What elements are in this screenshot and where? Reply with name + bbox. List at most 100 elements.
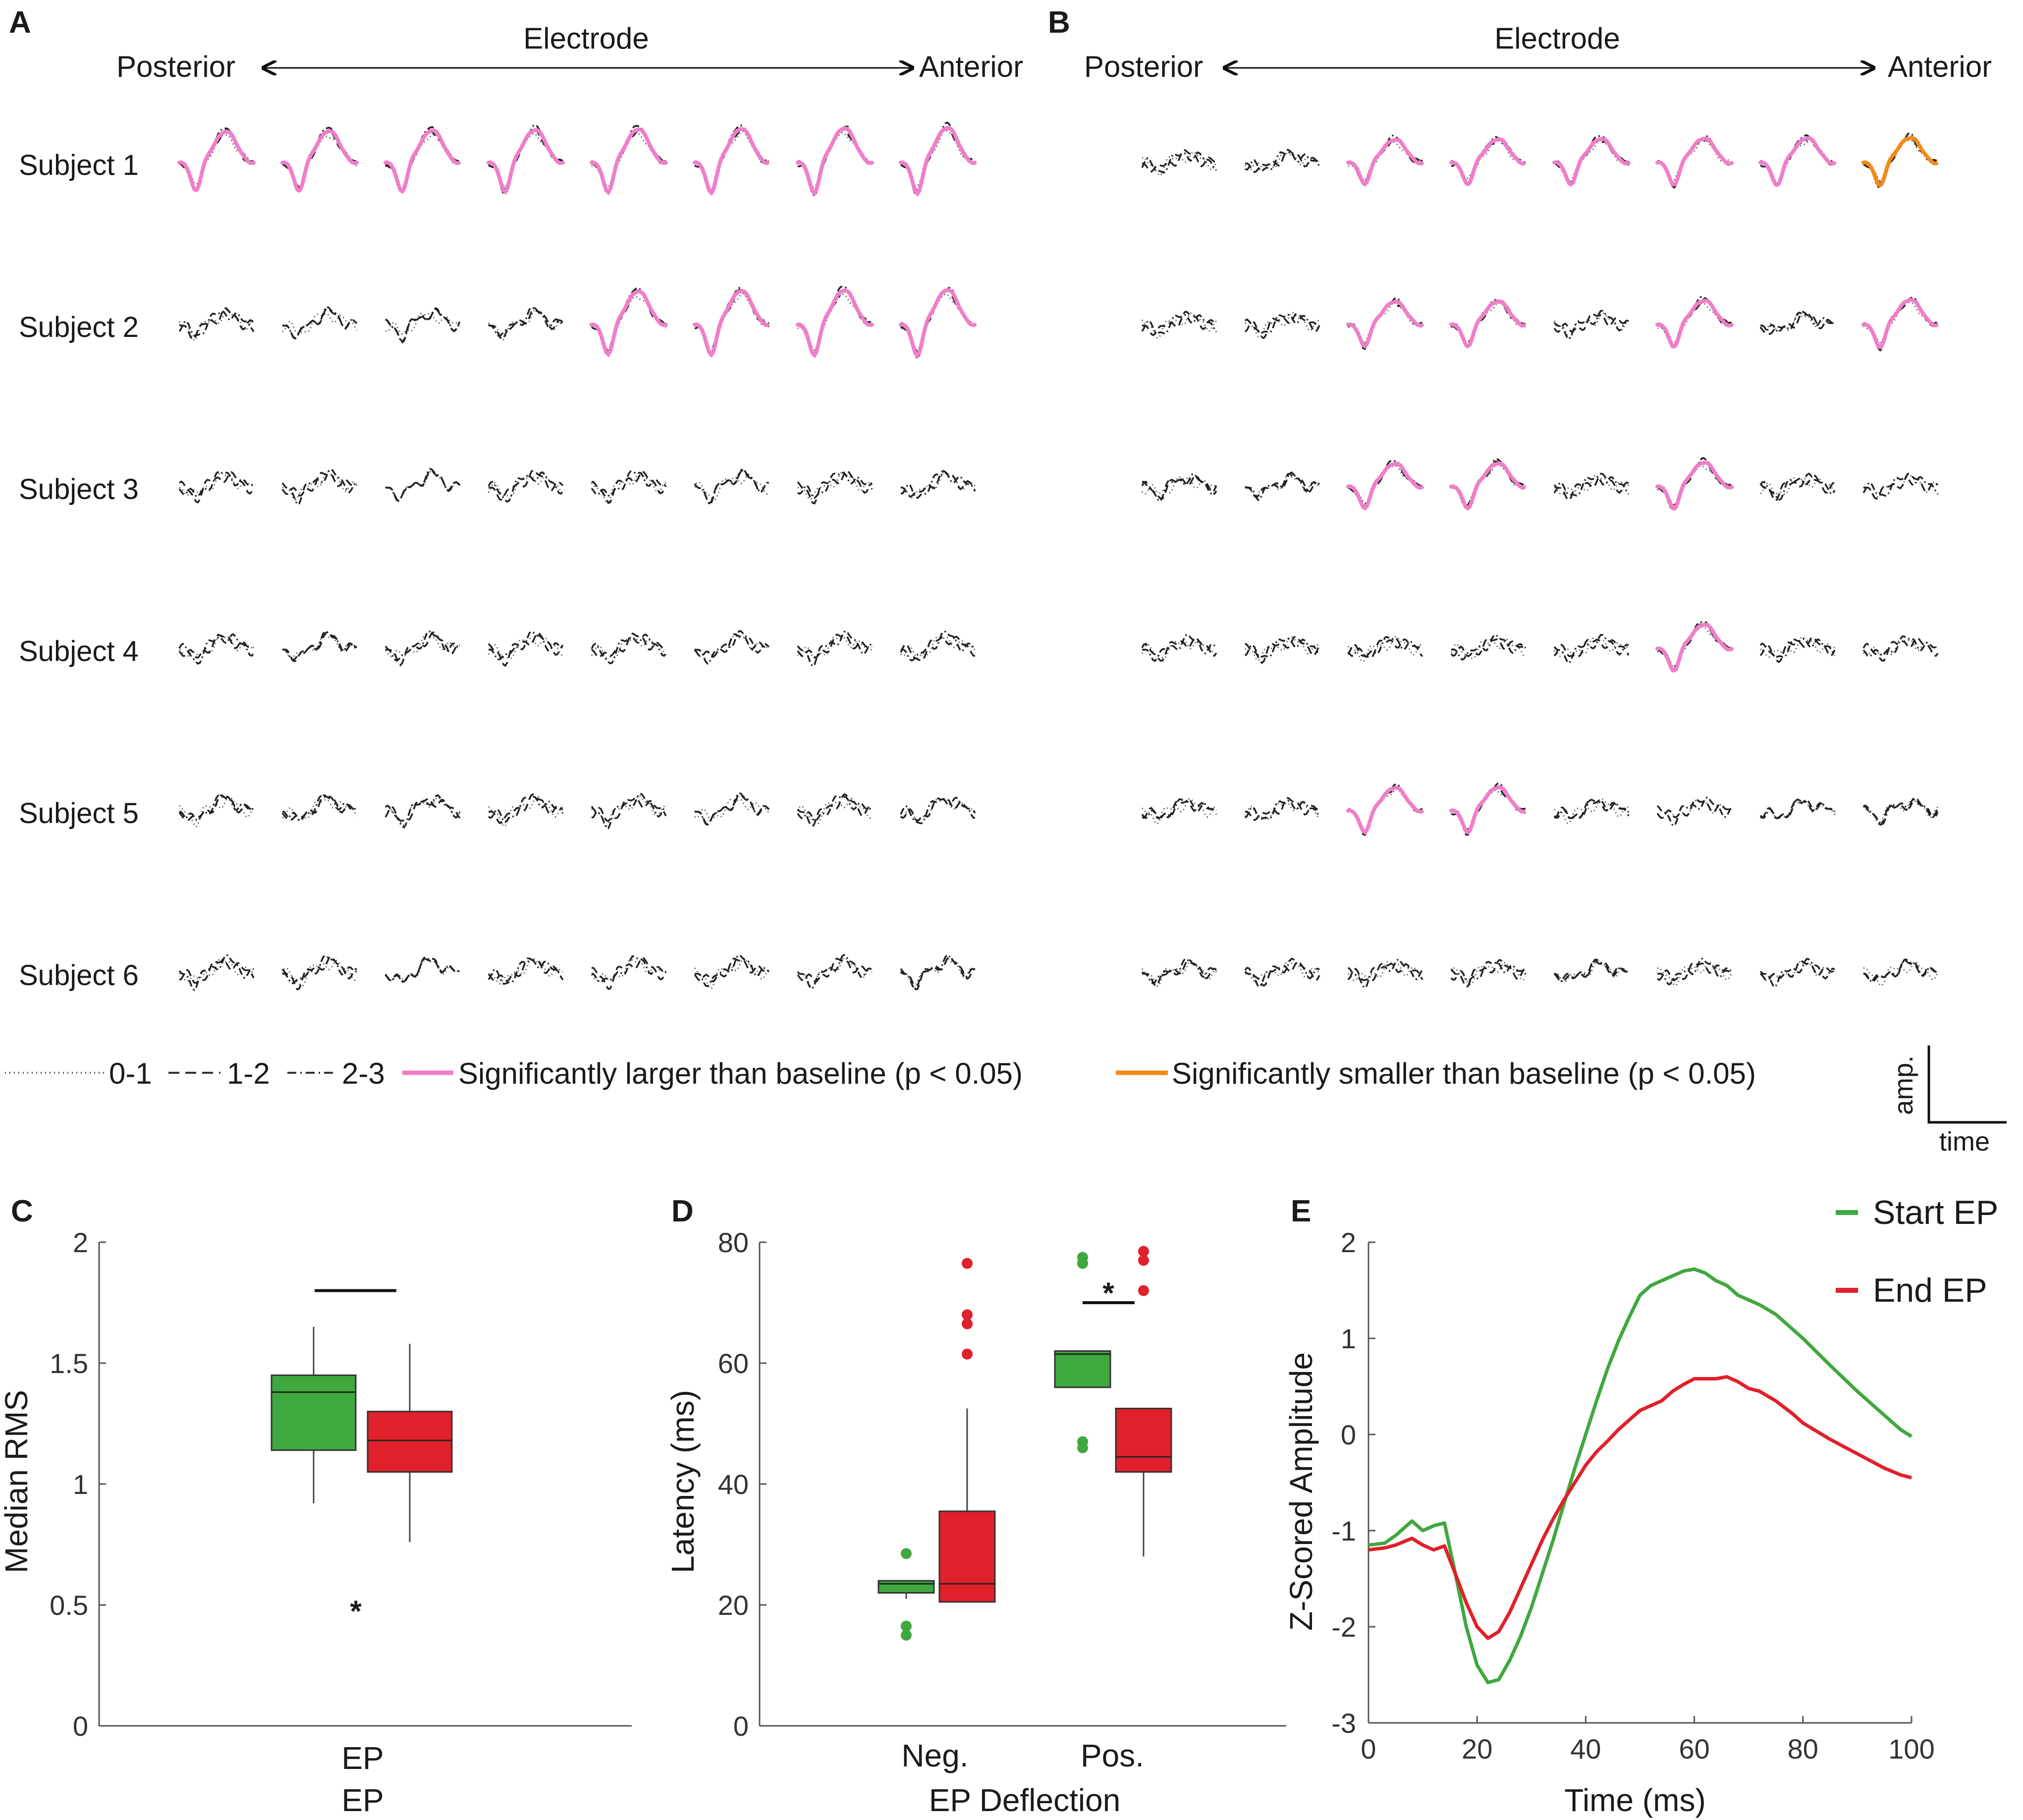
waveform-trace [1142,311,1217,336]
waveform-trace [385,307,461,344]
waveform-trace [1142,151,1217,176]
waveform-trace [1245,312,1320,339]
waveform-trace [1863,472,1939,500]
waveform-trace [1862,798,1939,825]
waveform-trace [797,472,873,499]
y-tick-label: 20 [718,1590,749,1621]
waveform-trace [1760,311,1835,335]
legend-label: Significantly smaller than baseline (p <… [1172,1057,1756,1090]
waveform-trace [488,475,564,497]
waveform-trace [1348,960,1423,982]
waveform-trace [1244,638,1320,658]
posterior-label-b: Posterior [1084,50,1203,83]
y-tick-label: 1 [1341,1323,1356,1354]
waveform-trace [384,794,461,828]
waveform-trace [1244,314,1320,334]
box-outlier [901,1620,912,1632]
waveform-significant-larger [1346,299,1424,349]
box-outlier [962,1318,973,1329]
waveform-trace [1759,957,1835,988]
waveform-trace [1141,314,1217,334]
waveform-significant-larger [1449,137,1528,187]
x-tick-label: 60 [1679,1733,1709,1765]
waveform-trace [488,632,564,667]
waveform-trace [900,954,976,991]
waveform-significant-larger [796,126,874,196]
y-tick-label: 40 [718,1469,749,1500]
waveform-trace [384,958,460,982]
significance-star: * [1102,1276,1114,1310]
x-category-label: Pos. [1081,1738,1144,1773]
subject-labels: Subject 1 Subject 2 Subject 3 Subject 4 … [19,149,139,992]
box-iqr [1115,1408,1172,1473]
waveform-trace [900,955,976,991]
waveform-trace [694,957,769,983]
waveform-trace [1553,634,1629,664]
waveform-trace [591,955,666,984]
waveform-trace [900,471,976,499]
waveform-significant-larger [693,127,771,196]
significance-star: * [350,1595,362,1628]
waveform-trace [1451,460,1526,507]
waveform-trace [1450,961,1527,986]
waveform-trace [384,631,460,666]
legend-label-start-ep: Start EP [1873,1194,1998,1231]
waveform-trace [900,472,976,499]
waveform-trace [178,309,254,341]
waveform-trace [1141,958,1217,987]
panel-letter-c: C [11,1194,33,1228]
waveform-trace [1553,313,1630,333]
waveform-trace [1141,312,1217,339]
x-category-label: Neg. [901,1738,968,1773]
waveform-trace [1554,474,1629,496]
waveform-significant-larger [796,288,874,358]
waveform-trace [281,794,357,822]
waveform-trace [282,631,358,662]
waveform-trace [1759,959,1835,982]
waveform-trace [488,471,564,503]
waveform-legend: 0-1 1-2 2-3 Significantly larger than ba… [5,1046,2007,1157]
waveform-significant-larger [1758,136,1837,188]
scale-amp-label: amp. [1889,1055,1918,1115]
x-tick-label: 20 [1462,1733,1492,1765]
waveform-trace [178,633,255,665]
waveform-trace [694,798,770,821]
waveform-trace [1245,149,1320,173]
subject-label: Subject 4 [19,635,139,667]
y-axis-label: Z-Scored Amplitude [1283,1352,1319,1631]
waveform-trace [282,633,357,659]
waveform-trace [1348,301,1423,345]
waveform-significant-larger [1449,299,1528,349]
y-tick-label: 0.5 [50,1590,88,1621]
box-outlier [1077,1436,1088,1447]
waveform-trace [178,470,254,497]
waveform-significant-larger [1655,298,1734,350]
box-iqr [877,1580,935,1594]
subject-label: Subject 5 [19,797,139,829]
waveform-trace [694,468,769,506]
waveform-trace [591,471,666,503]
waveform-trace [1553,797,1629,825]
waveform-trace [1759,638,1836,658]
waveform-trace [179,794,254,821]
legend-label: Significantly larger than baseline (p < … [458,1057,1023,1090]
waveform-trace [797,957,873,983]
waveform-trace [591,632,666,659]
waveform-trace [178,471,255,504]
waveform-trace [488,793,564,825]
electrode-label-a: Electrode [523,22,649,55]
waveform-trace [797,797,873,825]
waveform-trace [282,794,357,821]
waveform-significant-larger [1655,460,1734,512]
waveform-trace [1862,797,1939,826]
waveform-trace [179,634,254,658]
waveform-trace [1862,476,1939,497]
waveform-trace [1244,800,1320,820]
waveform-trace [488,958,564,985]
waveform-trace [797,795,873,822]
waveform-trace [1141,151,1217,174]
y-tick-label: 80 [718,1227,749,1258]
y-axis-label: Latency (ms) [665,1390,701,1573]
waveform-significant-larger [383,128,462,195]
waveform-significant-larger [1346,461,1424,511]
